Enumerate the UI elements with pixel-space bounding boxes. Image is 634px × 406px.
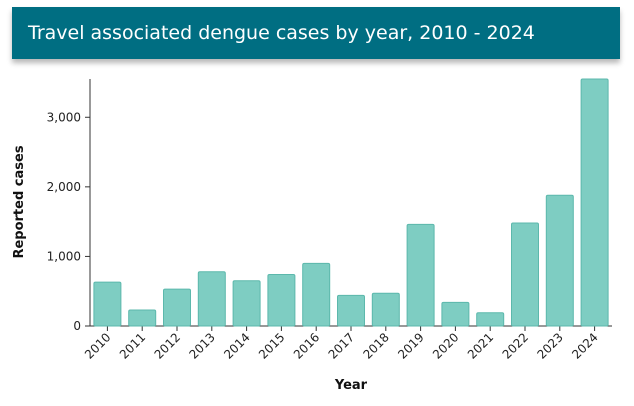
y-tick-label: 3,000 (47, 110, 81, 124)
x-tick-label: 2016 (291, 330, 322, 361)
x-tick-label: 2010 (82, 330, 113, 361)
bar (128, 309, 157, 327)
bar (337, 294, 365, 327)
bar (302, 262, 331, 327)
x-tick-label: 2015 (256, 330, 287, 361)
bar (371, 292, 400, 327)
y-axis: 0 1,000 2,000 3,000 (47, 79, 91, 333)
x-tick-label: 2012 (152, 330, 183, 361)
chart-title-banner: Travel associated dengue cases by year, … (12, 7, 620, 59)
x-tick-label: 2018 (360, 330, 391, 361)
bar (580, 78, 609, 327)
chart-title: Travel associated dengue cases by year, … (28, 22, 535, 44)
bar (232, 280, 261, 327)
bar (267, 274, 296, 327)
x-axis-title: Year (334, 378, 368, 393)
x-tick-label: 2024 (569, 330, 600, 361)
y-axis-title: Reported cases (12, 145, 27, 258)
x-tick-label: 2013 (186, 330, 217, 361)
x-tick-label: 2019 (395, 330, 426, 361)
y-tick-label: 2,000 (47, 180, 81, 194)
y-tick-label: 1,000 (47, 249, 81, 263)
bar (545, 194, 574, 327)
bar (197, 271, 226, 327)
bar (441, 301, 470, 327)
x-tick-label: 2014 (221, 330, 252, 361)
bar (93, 281, 122, 327)
bar (406, 223, 435, 327)
x-axis: 2010 2011 2012 2013 2014 2015 2016 2017 2018 2019… (82, 325, 612, 362)
bars (93, 78, 609, 327)
x-tick-label: 2011 (117, 330, 148, 361)
y-tick-label: 0 (73, 319, 81, 333)
x-tick-label: 2023 (534, 330, 565, 361)
x-tick-label: 2020 (430, 330, 461, 361)
bar (511, 222, 539, 327)
x-tick-label: 2022 (500, 330, 531, 361)
x-tick-label: 2017 (326, 330, 357, 361)
x-tick-label: 2021 (465, 330, 496, 361)
bar (476, 312, 505, 327)
bar (163, 288, 191, 327)
